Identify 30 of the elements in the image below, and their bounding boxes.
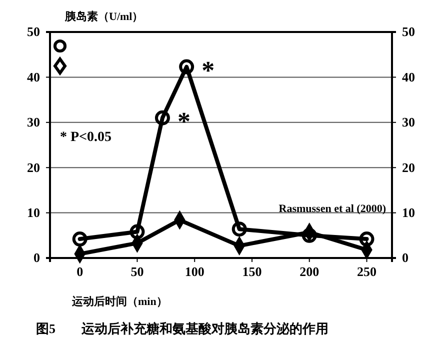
annotation: * <box>202 56 215 85</box>
annotation: * P<0.05 <box>60 130 112 145</box>
point <box>179 59 194 74</box>
x-tick-label: 250 <box>357 264 376 280</box>
y2-tick-label: 50 <box>402 24 415 40</box>
caption: 图5 运动后补充糖和氨基酸对胰岛素分泌的作用 <box>36 321 328 336</box>
y-axis-title: 胰岛素（U/ml） <box>64 10 144 23</box>
x-tick-label: 200 <box>300 264 320 280</box>
x-tick-label: 100 <box>184 264 204 280</box>
y-tick-label: 40 <box>27 69 40 84</box>
x-axis-title: 运动后时间（min） <box>71 295 168 308</box>
y-tick-label: 20 <box>27 160 40 175</box>
point <box>232 222 247 237</box>
point <box>359 232 374 247</box>
y2-tick-label: 20 <box>402 160 415 175</box>
point <box>154 110 170 126</box>
y2-tick-label: 10 <box>402 204 415 220</box>
x-tick-label: 0 <box>76 264 84 280</box>
y2-tick-label: 40 <box>402 69 415 84</box>
y-tick-label: 10 <box>27 204 40 220</box>
y-tick-label: 0 <box>34 250 40 266</box>
point <box>130 224 145 240</box>
y2-tick-label: 0 <box>402 250 408 266</box>
x-tick-label: 50 <box>130 264 144 280</box>
y2-tick-label: 30 <box>402 114 415 130</box>
point <box>72 232 88 247</box>
annotation: Rasmussen et al (2000) <box>278 203 386 215</box>
y-tick-label: 50 <box>27 24 40 40</box>
y-tick-label: 30 <box>27 114 40 130</box>
x-tick-label: 150 <box>242 264 262 280</box>
